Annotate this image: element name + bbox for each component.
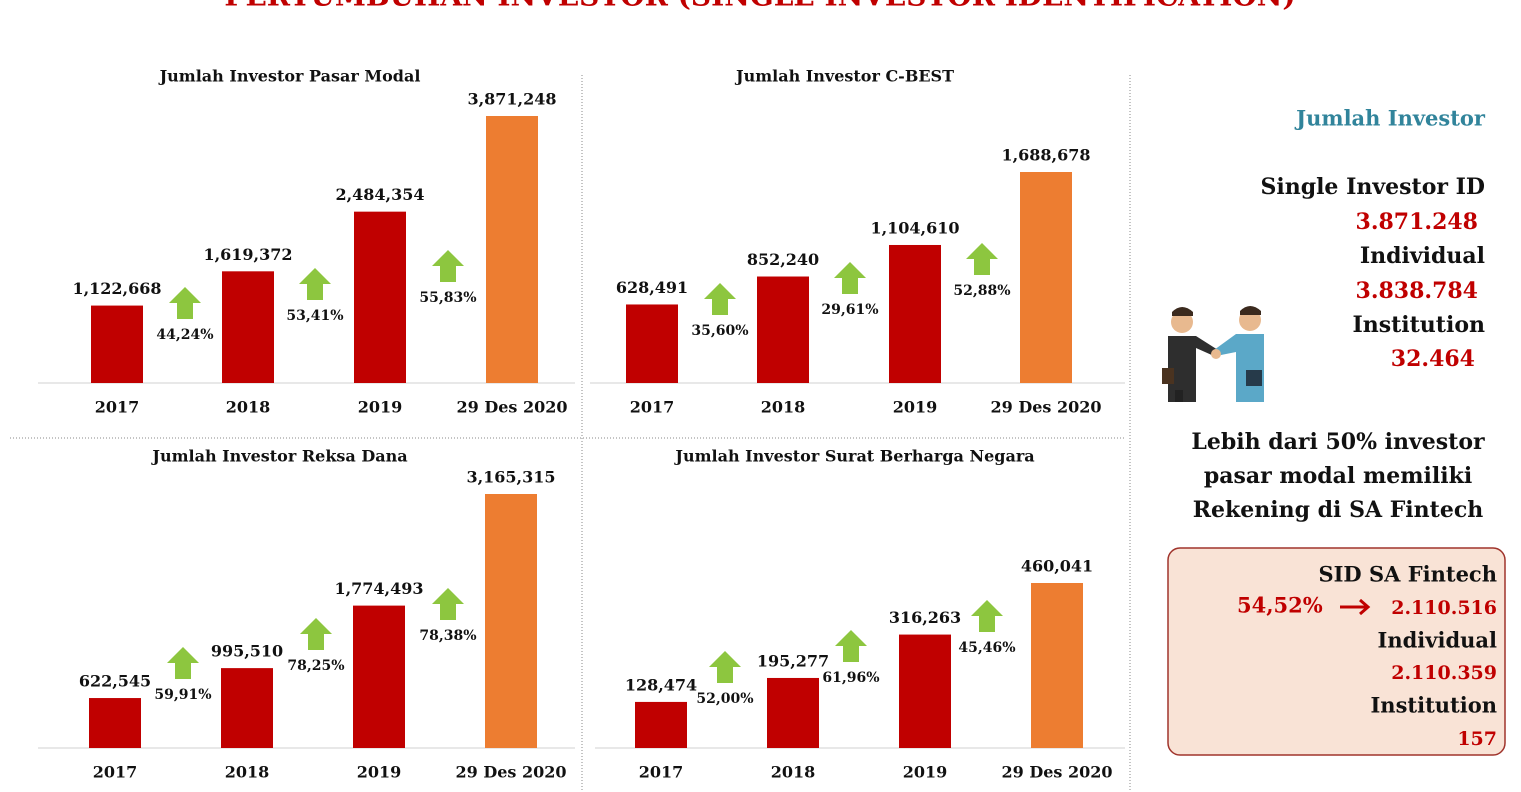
growth-label: 59,91% [154, 687, 211, 703]
growth-label: 61,96% [822, 670, 879, 686]
growth-label: 78,25% [287, 658, 344, 674]
bar [89, 698, 141, 748]
panel-value: 3.838.784 [1356, 278, 1478, 304]
value-label: 3,871,248 [467, 90, 556, 109]
fintech-value: 2.110.516 [1391, 597, 1497, 619]
growth-label: 52,88% [953, 283, 1010, 299]
x-tick-label: 2017 [95, 398, 140, 417]
panel-note: Rekening di SA Fintech [1193, 497, 1483, 523]
panel-heading: Jumlah Investor [1294, 106, 1486, 131]
x-tick-label: 2017 [93, 763, 138, 782]
growth-label: 45,46% [958, 640, 1015, 656]
growth-label: 29,61% [821, 302, 878, 318]
growth-arrow [167, 647, 199, 679]
growth-arrow [169, 287, 201, 319]
x-tick-label: 2019 [357, 763, 402, 782]
bar [626, 304, 678, 383]
panel-note: pasar modal memiliki [1204, 463, 1472, 489]
arrow-icon [1340, 598, 1371, 616]
growth-label: 52,00% [696, 691, 753, 707]
chart-title: Jumlah Investor Reksa Dana [150, 447, 407, 466]
bar [353, 605, 405, 748]
bar [1031, 583, 1083, 748]
fintech-item-value: 157 [1457, 728, 1497, 750]
fintech-label: SID SA Fintech [1318, 562, 1497, 587]
panel-label: Institution [1352, 312, 1485, 338]
value-label: 128,474 [625, 675, 697, 694]
growth-arrow [432, 588, 464, 620]
x-tick-label: 2018 [761, 398, 806, 417]
panel-label: Single Investor ID [1260, 174, 1485, 200]
value-label: 2,484,354 [335, 185, 424, 204]
value-label: 1,104,610 [870, 218, 959, 237]
x-tick-label: 29 Des 2020 [991, 398, 1102, 417]
x-tick-label: 29 Des 2020 [457, 398, 568, 417]
growth-arrow [300, 618, 332, 650]
panel-value: 32.464 [1391, 346, 1475, 372]
x-tick-label: 2018 [226, 398, 271, 417]
bar [757, 276, 809, 383]
value-label: 1,619,372 [203, 245, 292, 264]
bar [767, 677, 819, 748]
x-tick-label: 2017 [639, 763, 684, 782]
value-label: 852,240 [747, 250, 819, 269]
bar [899, 634, 951, 748]
growth-arrow [299, 268, 331, 300]
growth-arrow [971, 600, 1003, 632]
x-tick-label: 2019 [903, 763, 948, 782]
chart-title: Jumlah Investor C-BEST [734, 67, 954, 86]
growth-label: 55,83% [419, 290, 476, 306]
value-label: 1,774,493 [334, 579, 423, 598]
growth-arrow [432, 250, 464, 282]
bar [635, 701, 687, 748]
growth-arrow [709, 651, 741, 683]
panel-note: Lebih dari 50% investor [1191, 429, 1485, 455]
value-label: 1,688,678 [1001, 146, 1090, 165]
value-label: 1,122,668 [72, 279, 161, 298]
fintech-item-value: 2.110.359 [1391, 662, 1497, 684]
growth-label: 44,24% [156, 327, 213, 343]
growth-arrow [835, 630, 867, 662]
growth-arrow [966, 243, 998, 275]
fintech-percent: 54,52% [1237, 593, 1323, 618]
bar [354, 211, 406, 383]
x-tick-label: 2018 [225, 763, 270, 782]
handshake-icon [1162, 306, 1264, 402]
x-tick-label: 2018 [771, 763, 816, 782]
value-label: 995,510 [211, 642, 283, 661]
slide-title: PERTUMBUHAN INVESTOR (SINGLE INVESTOR ID… [224, 0, 1295, 13]
growth-label: 78,38% [419, 628, 476, 644]
fintech-box [1167, 547, 1506, 756]
bar [1020, 172, 1072, 383]
value-label: 460,041 [1021, 557, 1093, 576]
chart-title: Jumlah Investor Surat Berharga Negara [673, 447, 1034, 466]
value-label: 622,545 [79, 672, 151, 691]
bar [485, 494, 537, 748]
value-label: 3,165,315 [466, 468, 555, 487]
chart-title: Jumlah Investor Pasar Modal [158, 67, 421, 86]
x-tick-label: 2019 [358, 398, 403, 417]
panel-label: Individual [1360, 243, 1485, 269]
bar [486, 116, 538, 383]
x-tick-label: 2019 [893, 398, 938, 417]
fintech-item-label: Institution [1370, 693, 1497, 718]
x-tick-label: 29 Des 2020 [1002, 763, 1113, 782]
fintech-item-label: Individual [1378, 628, 1497, 653]
bar [221, 668, 273, 748]
growth-arrow [704, 283, 736, 315]
x-tick-label: 29 Des 2020 [456, 763, 567, 782]
bar [222, 271, 274, 383]
panel-value: 3.871.248 [1356, 209, 1478, 235]
value-label: 316,263 [889, 608, 961, 627]
value-label: 628,491 [616, 278, 688, 297]
growth-label: 53,41% [286, 308, 343, 324]
growth-label: 35,60% [691, 323, 748, 339]
bar [91, 305, 143, 383]
value-label: 195,277 [757, 651, 829, 670]
bar [889, 244, 941, 383]
x-tick-label: 2017 [630, 398, 675, 417]
growth-arrow [834, 262, 866, 294]
